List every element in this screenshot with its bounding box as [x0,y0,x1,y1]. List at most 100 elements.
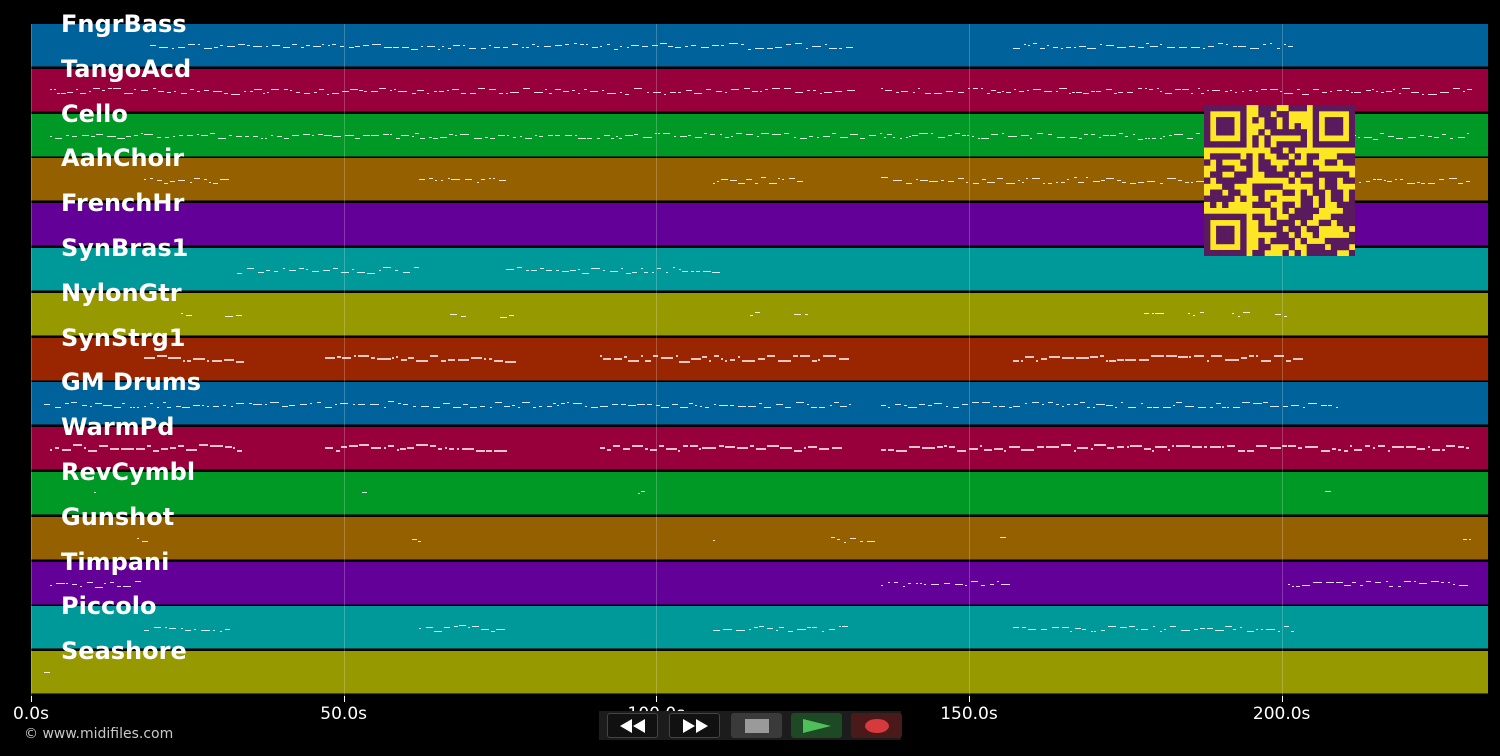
midi-note [1118,133,1123,135]
rewind-button[interactable] [607,713,658,738]
midi-note [1066,179,1069,181]
midi-note [1282,406,1289,408]
midi-note [441,180,443,182]
midi-note [729,404,734,406]
midi-note [948,135,953,137]
midi-note [288,270,296,272]
midi-note [945,405,948,407]
record-button[interactable] [851,713,902,738]
midi-note [201,135,209,137]
midi-note [411,93,416,95]
midi-note [1125,136,1128,138]
midi-note [126,136,131,138]
midi-note [1260,88,1267,90]
midi-note [1065,46,1072,48]
midi-note [936,446,943,449]
track-label: GM Drums [61,368,202,397]
midi-note [468,47,477,49]
midi-note [944,445,948,448]
midi-note [180,93,188,95]
fast-forward-button[interactable] [669,713,720,738]
midi-note [807,89,811,91]
midi-note [116,585,121,587]
midi-note [1106,446,1115,449]
midi-note [1125,359,1137,362]
midi-note [1164,628,1167,630]
midi-note [1176,445,1191,448]
midi-note [1241,91,1244,93]
midi-note [641,46,649,48]
midi-note [1287,583,1290,585]
midi-note [1073,46,1076,48]
midi-note [818,447,830,450]
midi-note [822,631,825,633]
midi-note [525,269,530,271]
midi-note [167,406,172,408]
midi-note [144,133,154,135]
midi-note [591,268,601,270]
midi-note [1203,47,1206,49]
midi-note [1193,315,1196,317]
midi-note [53,88,56,90]
midi-note [1447,582,1450,584]
midi-note [461,92,467,94]
midi-note [631,272,638,274]
midi-note [1100,44,1103,46]
midi-note [306,45,310,47]
midi-note [807,446,817,449]
midi-note [1301,585,1310,586]
midi-note [997,581,1000,583]
midi-note [1070,136,1077,138]
midi-note [129,407,132,409]
play-button[interactable] [791,713,842,738]
midi-note [387,444,395,447]
midi-note [204,48,213,50]
midi-note [284,89,288,91]
midi-note [505,360,517,363]
midi-note [235,315,242,317]
track-label: TangoAcd [61,54,192,83]
midi-note [84,446,87,449]
stop-button[interactable] [731,713,782,738]
midi-note [590,406,599,408]
midi-note [521,47,524,49]
midi-note [149,178,153,180]
midi-note [941,180,944,182]
midi-note [122,402,126,404]
midi-note [341,271,350,273]
midi-note [1398,585,1401,587]
midi-note [919,583,922,585]
midi-note [619,91,622,93]
midi-note [705,407,710,409]
midi-note [720,134,722,136]
midi-note [177,445,184,448]
midi-note [117,138,125,140]
midi-note [426,46,435,48]
midi-note [1365,444,1370,447]
midi-note [1416,181,1420,183]
midi-note [952,406,959,408]
midi-note [614,48,618,50]
midi-note [411,135,414,137]
midi-note [395,356,399,359]
midi-note [206,406,209,408]
midi-note [929,181,939,183]
midi-note [619,138,623,140]
midi-note [981,179,986,181]
midi-note [666,447,677,450]
midi-note [1022,626,1026,628]
midi-note [1372,138,1378,140]
midi-note [706,88,711,90]
midi-note [398,403,401,404]
midi-note [849,538,856,540]
midi-note [999,405,1006,407]
midi-note [276,136,282,137]
midi-note [711,44,720,46]
midi-note [1086,47,1096,49]
midi-note [652,355,659,357]
midi-note [1193,629,1198,631]
midi-note [1206,628,1214,630]
midi-note [1092,407,1095,409]
midi-note [1107,625,1116,627]
midi-note [420,138,426,140]
